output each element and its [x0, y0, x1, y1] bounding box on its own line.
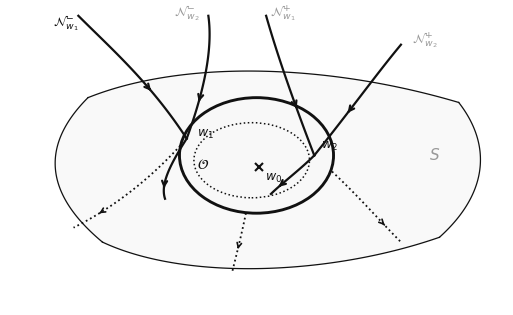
- Text: $w_1$: $w_1$: [198, 128, 214, 141]
- Text: $\mathcal{N}^{-}_{w_1}$: $\mathcal{N}^{-}_{w_1}$: [53, 13, 80, 33]
- Text: $\mathcal{N}^{+}_{w_1}$: $\mathcal{N}^{+}_{w_1}$: [270, 3, 296, 23]
- Polygon shape: [55, 71, 481, 269]
- Text: $\mathcal{N}^{+}_{w_2}$: $\mathcal{N}^{+}_{w_2}$: [412, 30, 438, 50]
- Ellipse shape: [180, 98, 333, 213]
- Text: $\mathcal{O}$: $\mathcal{O}$: [198, 158, 210, 172]
- Text: $S$: $S$: [429, 147, 440, 163]
- Text: $\mathcal{N}^{-}_{w_2}$: $\mathcal{N}^{-}_{w_2}$: [174, 3, 200, 23]
- Text: $w_0$: $w_0$: [265, 171, 282, 185]
- Text: $w_2$: $w_2$: [322, 140, 339, 153]
